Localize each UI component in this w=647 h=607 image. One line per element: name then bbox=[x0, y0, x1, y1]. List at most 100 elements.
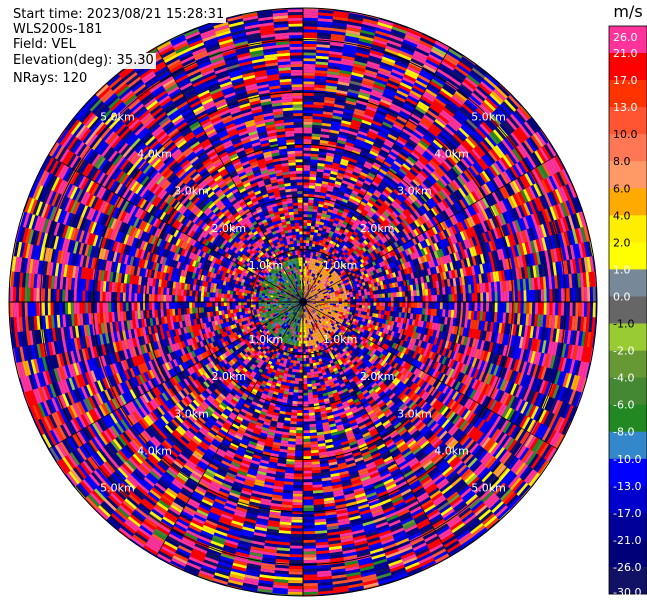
range-gate bbox=[312, 273, 316, 278]
range-gate bbox=[307, 284, 309, 287]
range-gate bbox=[312, 208, 318, 213]
range-gate bbox=[555, 288, 559, 303]
range-gate bbox=[326, 76, 339, 82]
range-gate bbox=[495, 227, 502, 239]
range-gate bbox=[489, 113, 502, 126]
range-gate bbox=[503, 291, 507, 303]
range-gate bbox=[549, 158, 559, 174]
range-gate bbox=[399, 81, 413, 90]
range-gate bbox=[396, 240, 402, 247]
range-gate bbox=[440, 87, 454, 98]
range-gate bbox=[307, 294, 310, 297]
range-gate bbox=[426, 130, 437, 140]
range-gate bbox=[308, 243, 313, 247]
range-gate bbox=[412, 164, 422, 173]
range-gate bbox=[348, 12, 365, 19]
range-gate bbox=[338, 72, 352, 78]
range-gate bbox=[510, 113, 522, 127]
range-gate bbox=[439, 111, 452, 122]
range-gate bbox=[310, 279, 313, 283]
range-gate bbox=[454, 293, 458, 303]
range-gate bbox=[323, 259, 327, 264]
range-gate bbox=[361, 185, 369, 191]
range-gate bbox=[303, 188, 310, 192]
range-gate bbox=[456, 200, 465, 211]
range-gate bbox=[362, 77, 375, 84]
range-gate bbox=[315, 52, 330, 57]
range-gate bbox=[381, 229, 388, 236]
range-gate bbox=[397, 87, 410, 96]
range-gate bbox=[334, 180, 342, 186]
range-gate bbox=[371, 266, 376, 271]
range-gate bbox=[369, 150, 379, 157]
range-gate bbox=[430, 243, 437, 252]
range-gate bbox=[367, 235, 373, 242]
range-gate bbox=[313, 93, 326, 97]
range-gate bbox=[434, 302, 438, 310]
range-gate bbox=[558, 302, 562, 316]
range-gate bbox=[382, 202, 389, 209]
range-gate bbox=[442, 58, 457, 69]
range-gate bbox=[312, 124, 322, 129]
range-gate bbox=[431, 302, 435, 309]
range-gate bbox=[405, 173, 415, 181]
range-gate bbox=[303, 43, 317, 47]
range-gate bbox=[305, 286, 308, 290]
range-gate bbox=[361, 308, 365, 312]
range-gate bbox=[396, 259, 402, 266]
range-gate bbox=[330, 277, 335, 281]
range-gate bbox=[551, 157, 562, 172]
range-gate bbox=[352, 223, 359, 229]
range-gate bbox=[417, 196, 426, 205]
range-gate bbox=[586, 302, 591, 318]
range-gate bbox=[365, 222, 372, 229]
range-gate bbox=[393, 209, 401, 217]
range-gate bbox=[311, 246, 315, 250]
range-gate bbox=[315, 290, 319, 293]
range-gate bbox=[303, 58, 316, 62]
range-gate bbox=[342, 195, 350, 201]
range-gate bbox=[305, 280, 308, 284]
range-gate bbox=[371, 205, 379, 212]
range-gate bbox=[356, 195, 363, 201]
range-gate bbox=[304, 263, 308, 267]
range-gate bbox=[356, 179, 364, 186]
range-gate bbox=[314, 295, 318, 298]
range-gate bbox=[406, 66, 421, 75]
range-gate bbox=[460, 185, 469, 197]
range-gate bbox=[442, 287, 446, 295]
range-gate bbox=[389, 287, 394, 293]
range-gate bbox=[339, 164, 348, 169]
range-gate bbox=[319, 291, 323, 294]
range-gate bbox=[321, 289, 325, 293]
range-gate bbox=[317, 26, 333, 31]
range-gate bbox=[424, 308, 429, 316]
range-gate bbox=[390, 103, 403, 111]
range-gate bbox=[405, 141, 416, 150]
range-gate bbox=[316, 168, 325, 173]
range-gate bbox=[373, 221, 380, 228]
range-gate bbox=[303, 61, 316, 65]
range-gate bbox=[451, 117, 463, 128]
range-gate bbox=[417, 42, 433, 52]
range-gate bbox=[402, 210, 410, 218]
range-gate bbox=[316, 171, 324, 176]
range-gate bbox=[350, 225, 357, 231]
range-gate bbox=[321, 119, 332, 124]
range-gate bbox=[323, 287, 327, 290]
range-gate bbox=[387, 39, 402, 48]
range-gate bbox=[365, 237, 371, 244]
range-gate bbox=[434, 41, 450, 51]
range-gate bbox=[303, 32, 318, 36]
range-gate bbox=[419, 295, 423, 303]
range-gate bbox=[324, 219, 330, 224]
range-gate bbox=[419, 170, 429, 179]
range-gate bbox=[518, 106, 531, 120]
range-gate bbox=[335, 298, 339, 301]
range-gate bbox=[348, 130, 358, 136]
range-gate bbox=[356, 240, 362, 246]
range-gate bbox=[383, 265, 388, 271]
range-gate bbox=[365, 230, 372, 236]
range-gate bbox=[401, 263, 406, 270]
range-gate bbox=[432, 75, 446, 86]
